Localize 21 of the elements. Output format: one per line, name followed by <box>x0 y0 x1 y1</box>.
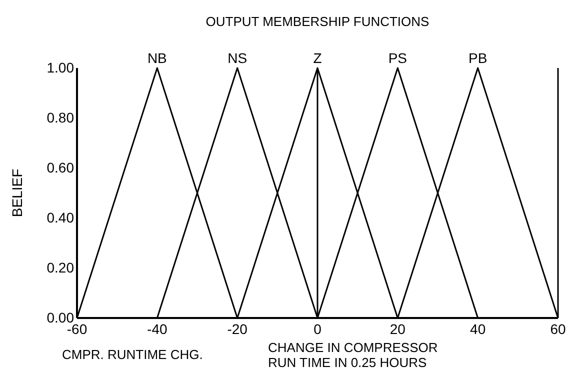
y-tick-label: 0.20 <box>46 259 74 276</box>
series-label: NB <box>147 50 167 66</box>
x-tick-label: 40 <box>470 320 486 337</box>
y-tick-label: 0.60 <box>46 159 74 176</box>
y-tick-label: 0.00 <box>46 309 74 326</box>
series-label: Z <box>313 50 322 66</box>
x-tick-label: 20 <box>390 320 406 337</box>
chart-title: OUTPUT MEMBERSHIP FUNCTIONS <box>206 14 430 29</box>
y-tick-label: 0.80 <box>46 109 74 126</box>
series-label: PB <box>468 50 488 66</box>
x-axis-title: CHANGE IN COMPRESSOR RUN TIME IN 0.25 HOURS <box>268 340 438 370</box>
y-tick-label: 0.40 <box>46 209 74 226</box>
y-tick-label: 1.00 <box>46 59 74 76</box>
x-tick-label: -20 <box>227 320 248 337</box>
x-tick-label: -40 <box>147 320 168 337</box>
series-label: NS <box>228 50 248 66</box>
text: CMPR. RUNTIME CHG. <box>62 347 203 362</box>
series-label: PS <box>388 50 408 66</box>
x-tick-label: 60 <box>550 320 566 337</box>
x-tick-label: 0 <box>314 320 322 337</box>
y-axis-title: BELIEF <box>9 168 25 218</box>
